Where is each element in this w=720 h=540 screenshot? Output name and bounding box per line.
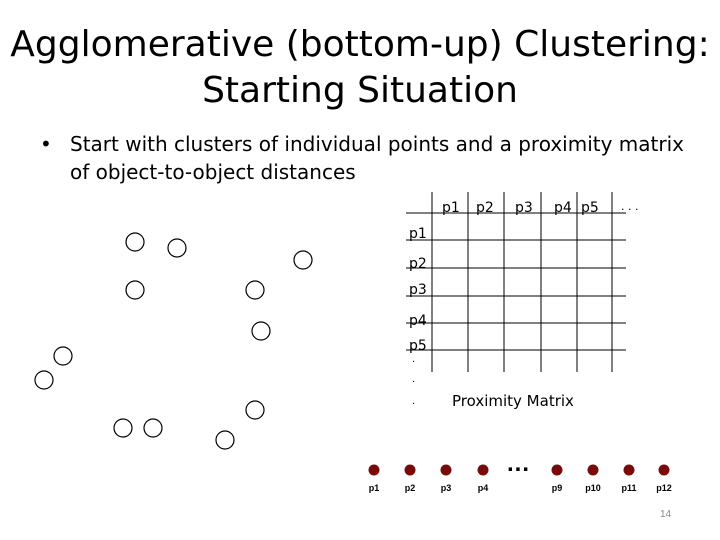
sequence-label: p2 [404, 483, 416, 493]
sequence-dot [623, 464, 635, 476]
row-header: p4 [409, 313, 427, 329]
col-header: p2 [476, 200, 494, 216]
bullet-line-1: Start with clusters of individual points… [70, 132, 684, 156]
sequence-dot [477, 464, 489, 476]
sequence-label: p3 [440, 483, 452, 493]
sequence-dot [404, 464, 416, 476]
sequence-dot [587, 464, 599, 476]
title-line-1: Agglomerative (bottom-up) Clustering: [10, 24, 710, 65]
bullet-line-2: of object-to-object distances [70, 160, 356, 184]
sequence-dot [658, 464, 670, 476]
sequence-ellipsis: ... [507, 450, 531, 477]
row-header-more: . [412, 396, 416, 407]
row-header: p2 [409, 256, 427, 272]
sequence-label: p4 [477, 483, 489, 493]
col-header-more: . . . [621, 200, 639, 213]
sequence-label: p11 [621, 483, 637, 493]
col-header: p5 [581, 200, 599, 216]
sequence-label: p12 [656, 483, 672, 493]
sequence-label: p9 [551, 483, 563, 493]
bullet-text: Start with clusters of individual points… [70, 130, 690, 186]
row-header-more: . [412, 374, 416, 385]
row-header-more: . [412, 354, 416, 365]
row-header: p3 [409, 282, 427, 298]
col-header: p1 [442, 200, 460, 216]
sequence-dot [440, 464, 452, 476]
sequence-dot [551, 464, 563, 476]
bullet-icon: • [40, 132, 52, 156]
sequence-label: p10 [585, 483, 601, 493]
col-header: p3 [515, 200, 533, 216]
col-header: p4 [554, 200, 572, 216]
slide-title: Agglomerative (bottom-up) Clustering: St… [0, 22, 720, 114]
row-header: p5 [409, 338, 427, 354]
row-header: p1 [409, 226, 427, 242]
matrix-caption: Proximity Matrix [452, 392, 574, 410]
title-line-2: Starting Situation [202, 70, 518, 111]
sequence-dot [368, 464, 380, 476]
sequence-label: p1 [368, 483, 380, 493]
page-number: 14 [660, 509, 672, 520]
